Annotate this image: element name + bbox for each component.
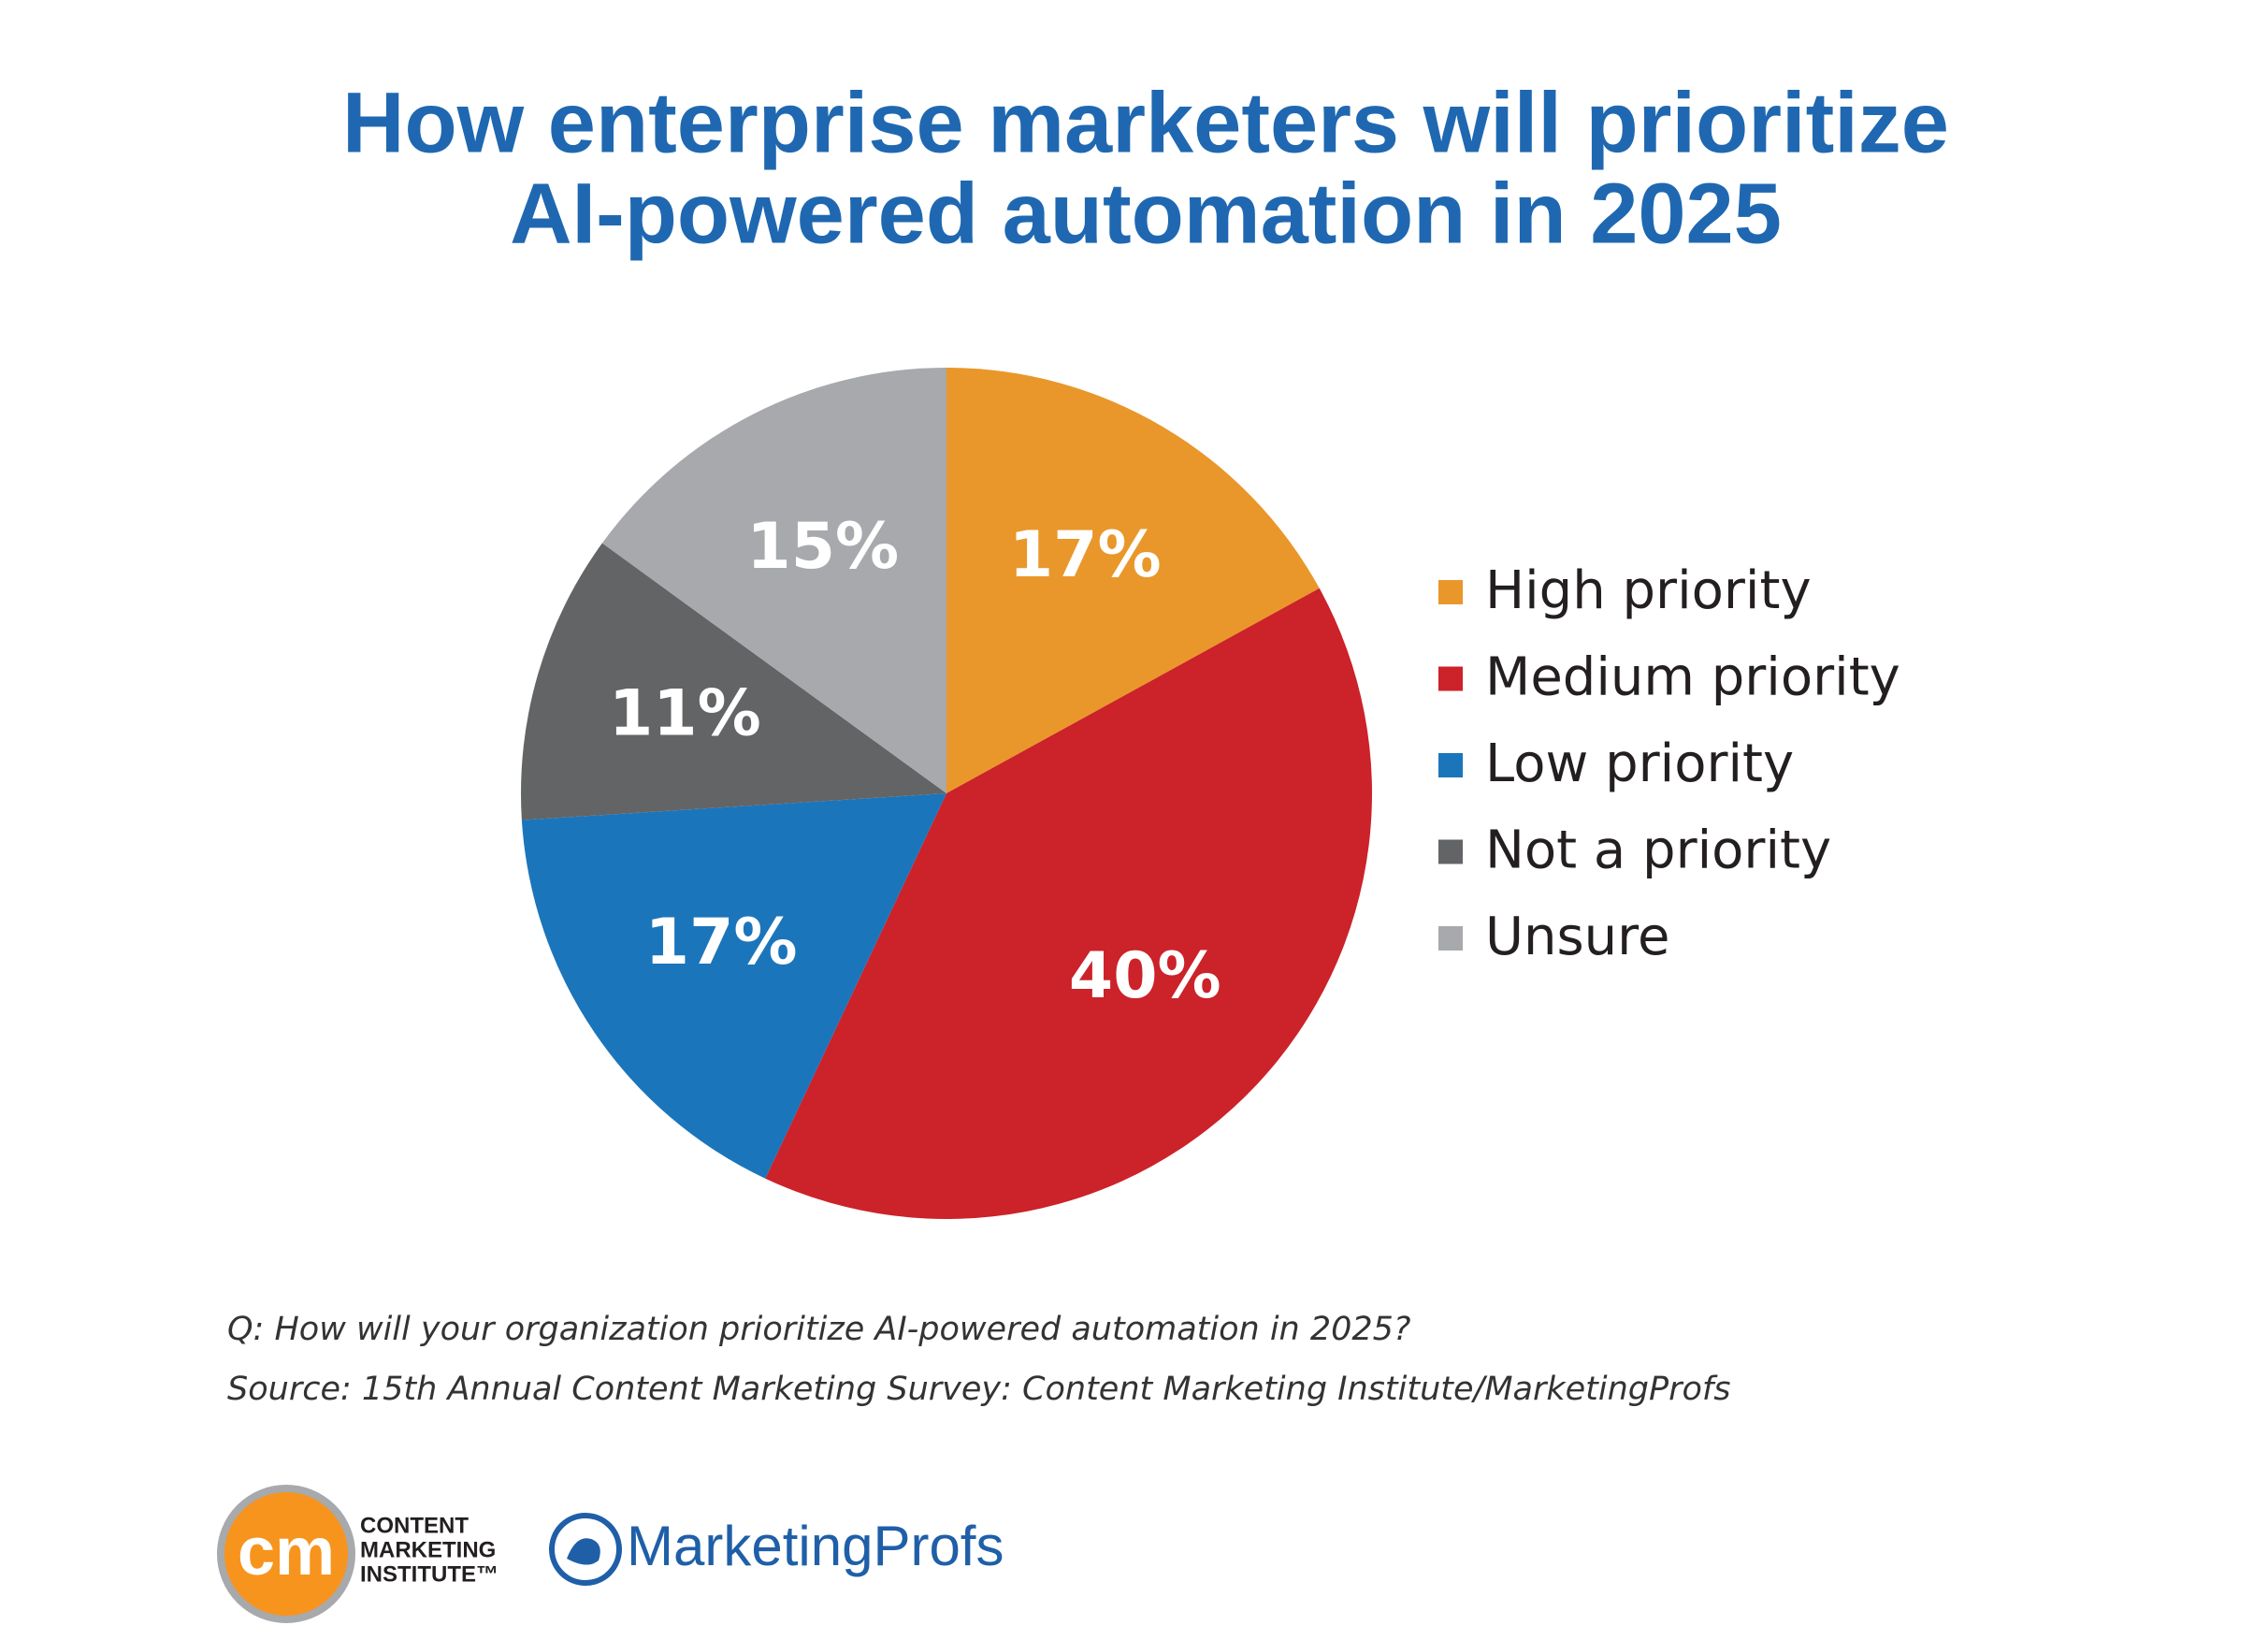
question-note: Q: How will your organization prioritize…	[227, 1311, 1411, 1348]
data-label: 17%	[1009, 518, 1162, 592]
legend-label: High priority	[1485, 560, 1812, 621]
chart-title: How enterprise marketers will prioritize	[342, 75, 1949, 170]
legend-swatch	[1438, 580, 1463, 604]
marketingprofs-logo: MarketingProfs	[549, 1513, 1004, 1586]
source-note: Source: 15th Annual Content Marketing Su…	[227, 1371, 1730, 1408]
cmi-logo: cm CONTENT MARKETING INSTITUTE™	[217, 1485, 498, 1623]
pie: 17% 40% 17% 11% 15%	[521, 368, 1372, 1219]
logo-mark: cm	[238, 1515, 335, 1589]
legend-swatch	[1438, 753, 1463, 777]
legend-swatch	[1438, 839, 1463, 864]
pie-slice	[946, 368, 1320, 793]
data-label: 40%	[1069, 939, 1221, 1013]
pie-slice	[765, 588, 1372, 1219]
legend-label: Low priority	[1485, 733, 1794, 794]
logo-bird	[567, 1538, 600, 1565]
legend: High priority Medium priority Low priority…	[1438, 560, 1900, 967]
pie-slice	[521, 543, 946, 820]
data-label: 11%	[609, 676, 761, 750]
logo-text: CONTENT	[360, 1513, 469, 1538]
logo-text: MarketingProfs	[627, 1515, 1004, 1577]
legend-label: Medium priority	[1485, 647, 1900, 708]
legend-label: Not a priority	[1485, 820, 1831, 881]
pie-slice	[521, 793, 946, 1179]
data-label: 15%	[746, 510, 899, 584]
chart-title: AI-powered automation in 2025	[510, 166, 1782, 261]
logo-text: MARKETING	[360, 1537, 496, 1562]
logo-text: INSTITUTE™	[360, 1561, 498, 1587]
legend-swatch	[1438, 926, 1463, 951]
legend-swatch	[1438, 666, 1463, 691]
legend-label: Unsure	[1485, 907, 1669, 967]
logo-circle	[217, 1485, 355, 1623]
data-label: 17%	[645, 906, 798, 980]
pie-slice	[601, 368, 946, 793]
